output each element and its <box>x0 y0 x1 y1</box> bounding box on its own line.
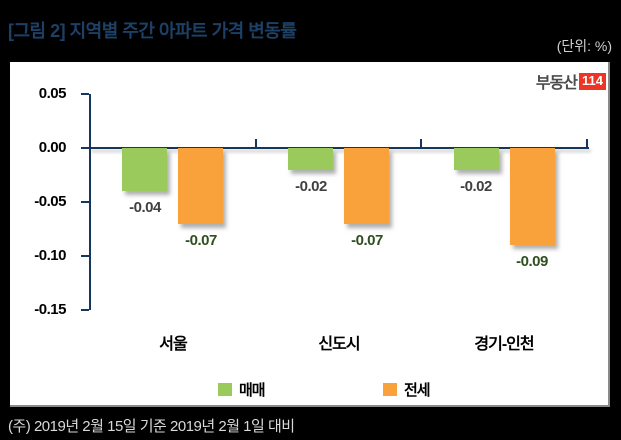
bar-value-label: -0.07 <box>185 232 217 249</box>
y-tick-label: -0.15 <box>34 301 66 318</box>
chart-bar <box>288 148 333 170</box>
y-tick-label: -0.05 <box>34 193 66 210</box>
bar-value-label: -0.09 <box>516 253 548 270</box>
y-tick-label: -0.10 <box>34 247 66 264</box>
category-boundary-tick <box>586 139 588 147</box>
category-label: 신도시 <box>318 336 360 353</box>
legend-label: 매매 <box>239 382 266 399</box>
page-title: [그림 2] 지역별 주간 아파트 가격 변동률 <box>8 21 297 41</box>
brand-logo: 부동산 114 <box>536 69 606 93</box>
category-label: 서울 <box>159 336 187 353</box>
footnote: (주) 2019년 2월 15일 기준 2019년 2월 1일 대비 <box>8 418 295 435</box>
chart-bar <box>454 148 499 170</box>
chart-bar <box>510 148 555 245</box>
category-boundary-tick <box>255 139 257 147</box>
chart-bar <box>178 148 223 224</box>
bar-value-label: -0.04 <box>129 199 161 216</box>
legend-item: 매매 <box>218 379 266 400</box>
y-tick-label: 0.00 <box>38 139 67 156</box>
y-tick-label: 0.05 <box>38 85 67 102</box>
chart-bar <box>122 148 167 191</box>
category-label: 경기-인천 <box>474 336 534 353</box>
y-axis-tick <box>81 201 89 203</box>
unit-label: (단위: %) <box>556 38 612 54</box>
y-axis-tick <box>81 147 89 149</box>
legend-label: 전세 <box>404 382 431 399</box>
legend-item: 전세 <box>383 379 431 400</box>
y-axis-tick <box>81 255 89 257</box>
y-axis-tick <box>81 309 89 311</box>
legend: 매매 전세 <box>10 379 610 401</box>
y-axis-line <box>89 94 91 310</box>
bar-value-label: -0.02 <box>460 178 492 195</box>
brand-logo-text: 부동산 <box>535 75 578 92</box>
legend-swatch <box>218 383 232 396</box>
bar-value-label: -0.02 <box>295 178 327 195</box>
bar-value-label: -0.07 <box>351 232 383 249</box>
chart-bar <box>344 148 389 224</box>
legend-swatch <box>383 383 397 396</box>
chart-panel: 부동산 114 0.05 0.00 -0.05 -0.10 -0.15 -0.04 -0.0… <box>10 62 610 407</box>
category-boundary-tick <box>420 139 422 147</box>
bar-chart: 0.05 0.00 -0.05 -0.10 -0.15 -0.04 -0.07 서울 -0.02… <box>10 62 610 407</box>
brand-logo-badge: 114 <box>579 72 606 90</box>
y-axis-tick <box>81 93 89 95</box>
zero-line <box>89 147 589 149</box>
